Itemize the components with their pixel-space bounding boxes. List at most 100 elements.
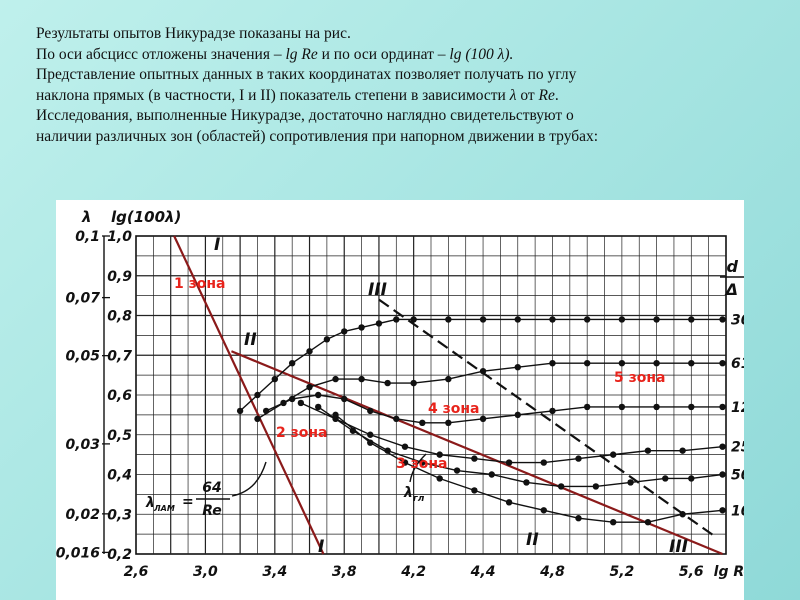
line-II-label-top: II <box>244 330 257 350</box>
right-series-label: 61,2 <box>731 356 744 372</box>
series-point <box>719 403 726 411</box>
x-tick-label: 4,8 <box>539 564 565 580</box>
chart-ticks: 2,6 3,0 3,4 3,8 4,2 4,4 4,8 5,2 5,6 lg Re 1,0 0,9 0,… <box>56 229 744 580</box>
series-point <box>679 447 686 454</box>
series-point <box>332 411 339 419</box>
series-point <box>679 511 686 518</box>
line-III-label-bottom: III <box>669 537 688 557</box>
series-point <box>453 467 461 474</box>
line-I-label-bottom: I <box>318 537 324 557</box>
series-point <box>583 360 591 367</box>
series-point <box>436 475 443 482</box>
x-tick-label: 5,6 <box>679 564 704 580</box>
line-I-label-top: I <box>214 235 220 255</box>
x-tick-label: 4,2 <box>400 564 426 580</box>
series-curve-61,2 <box>257 362 723 420</box>
y-tick-label-lg: 0,6 <box>107 388 132 404</box>
formula-num: 64 <box>202 480 221 496</box>
x-tick-label: 5,2 <box>609 564 634 580</box>
series-point <box>719 316 726 323</box>
y-tick-label-lg: 0,4 <box>107 468 132 484</box>
series-point <box>575 455 582 462</box>
y-tick-label-lambda: 0,03 <box>65 437 100 453</box>
series-point <box>610 519 617 526</box>
x-axis-title: lg Re <box>714 564 744 580</box>
text-line-4-b: λ <box>509 86 517 104</box>
text-line-4-a: наклона прямых (в частности, I и II) пок… <box>36 86 510 104</box>
y-tick-label-lambda: 0,07 <box>65 291 100 307</box>
chart-lines <box>173 235 723 556</box>
series-point <box>375 320 383 327</box>
series-point <box>488 471 495 478</box>
series-point <box>644 447 652 454</box>
text-line-4: наклона прямых (в частности, I и II) пок… <box>36 86 776 107</box>
formula-lambda: λ <box>145 495 155 511</box>
right-series-label: 252 <box>731 440 744 456</box>
series-point <box>505 459 513 466</box>
series-point <box>653 316 660 323</box>
series-point <box>618 360 626 367</box>
series-point <box>306 348 313 355</box>
series-point <box>583 316 591 323</box>
y-tick-label-lg: 0,2 <box>107 547 132 563</box>
series-curve-1014 <box>335 414 723 523</box>
lambda-laminar-formula: λ ЛАМ = 64 Re <box>145 461 267 519</box>
text-line-2-c: и по оси ординат – <box>317 45 450 63</box>
series-point <box>479 367 487 375</box>
lambda-gl-label: λ гл <box>403 453 427 504</box>
series-point <box>410 379 417 387</box>
y-tick-label-lambda: 0,02 <box>65 507 100 523</box>
series-curve-252 <box>300 402 723 464</box>
right-series-label: 30 <box>731 312 744 328</box>
nikuradse-figure: 2,6 3,0 3,4 3,8 4,2 4,4 4,8 5,2 5,6 lg Re 1,0 0,9 0,… <box>56 200 744 600</box>
y-title-lambda: λ <box>81 208 92 226</box>
series-point <box>254 391 261 399</box>
series-point <box>653 403 660 411</box>
series-point <box>254 415 261 423</box>
series-point <box>471 487 478 494</box>
zone-5-label: 5 зона <box>614 370 666 386</box>
y-tick-label-lg: 0,5 <box>107 428 132 444</box>
x-tick-label: 3,8 <box>332 564 357 580</box>
series-point <box>479 316 487 323</box>
series-point <box>688 360 695 367</box>
series-point <box>306 383 313 391</box>
text-line-2-d: lg (100 λ). <box>449 45 514 63</box>
series-point <box>358 324 365 331</box>
series-point <box>719 471 726 478</box>
series-point <box>540 459 547 466</box>
series-point <box>436 451 443 458</box>
formula-den: Re <box>202 503 222 519</box>
y-tick-label-lg: 1,0 <box>107 229 132 245</box>
series-point <box>445 316 452 323</box>
series-point <box>341 328 348 335</box>
zone-1-label: 1 зона <box>174 276 226 292</box>
formula-eq: = <box>182 494 194 510</box>
series-point <box>610 451 617 458</box>
chart-annotations: λ lg(100λ) d Δ I I II II III III λ ЛАМ =… <box>81 208 744 557</box>
series-point <box>592 483 600 490</box>
text-line-2-a: По оси абсцисс отложены значения – <box>36 45 286 63</box>
series-point <box>367 407 374 415</box>
x-tick-label: 3,4 <box>262 564 287 580</box>
right-title-d: d <box>727 257 739 276</box>
series-point <box>662 475 669 482</box>
chart-series <box>236 316 726 526</box>
description-text: Результаты опытов Никурадзе показаны на … <box>36 24 776 148</box>
formula-lambda-sub: ЛАМ <box>153 504 175 513</box>
series-point <box>367 439 374 446</box>
x-tick-label: 3,0 <box>193 564 218 580</box>
series-point <box>262 407 270 415</box>
zone-4-label: 4 зона <box>428 401 480 417</box>
formula-pointer <box>231 461 267 497</box>
series-point <box>401 443 409 450</box>
series-point <box>236 407 244 415</box>
series-point <box>297 399 305 407</box>
series-point <box>479 415 487 423</box>
x-tick-label: 4,4 <box>470 564 496 580</box>
lambda-gl-sub: гл <box>413 494 425 504</box>
lambda-gl: λ <box>403 485 413 501</box>
series-curve-120 <box>265 394 723 424</box>
series-point <box>575 515 582 522</box>
series-point <box>315 391 322 399</box>
